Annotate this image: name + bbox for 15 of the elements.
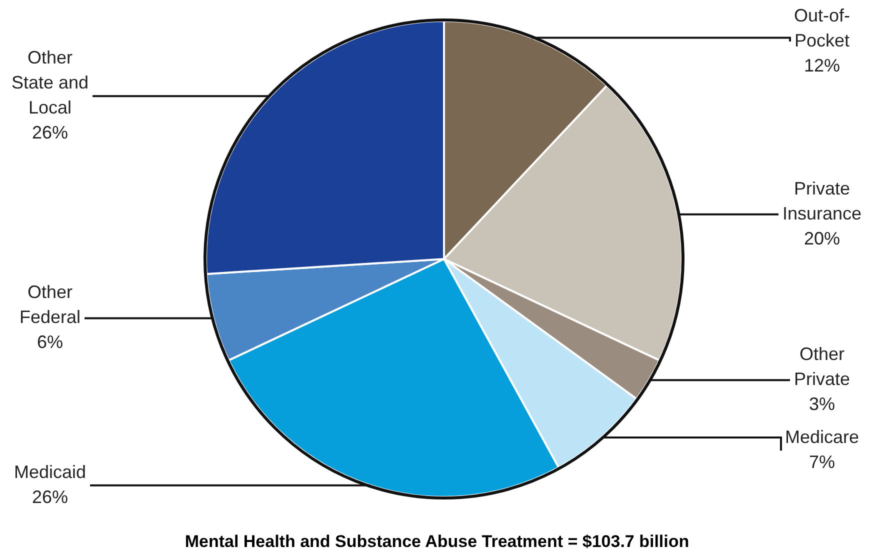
slice-label: Medicaid	[14, 462, 86, 482]
data-label: 7%	[808, 452, 836, 472]
slice-label: Other State and Local	[11, 48, 89, 118]
slice-label: Medicare	[784, 427, 860, 448]
text: Mental Health and Substance Abuse Treatment = $103.7 billion	[184, 532, 690, 552]
data-label: 26%	[32, 486, 68, 507]
slice-label: Out-of-Pocket	[794, 5, 850, 50]
data-label: 3%	[808, 394, 836, 414]
slice-label: Other Private	[794, 344, 850, 390]
slice-label: Private Insurance	[782, 178, 862, 224]
data-label: 20%	[804, 228, 840, 248]
data-label: 26%	[32, 122, 68, 143]
slice-label: Other Federal	[19, 282, 81, 328]
data-label: 6%	[36, 332, 64, 352]
data-label: 12%	[804, 55, 840, 76]
